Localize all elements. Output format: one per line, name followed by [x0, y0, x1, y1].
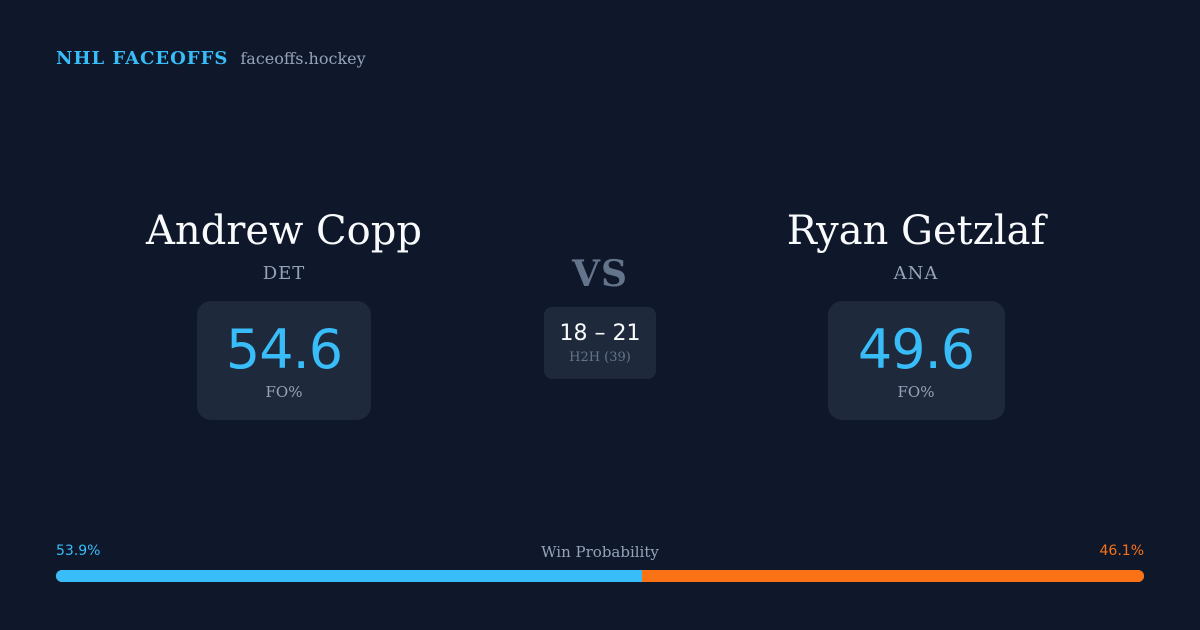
player-right-fo-label: FO% [897, 382, 935, 401]
brand-title: NHL FACEOFFS [56, 48, 229, 69]
player-left-team: DET [262, 263, 306, 284]
win-probability-right: 46.1% [1099, 543, 1144, 559]
brand-domain: faceoffs.hockey [240, 49, 366, 68]
win-probability-left: 53.9% [56, 543, 101, 559]
player-right-team: ANA [893, 263, 939, 284]
win-probability-bar [56, 570, 1144, 582]
vs-label: VS [572, 253, 628, 295]
brand: NHL FACEOFFS faceoffs.hockey [56, 48, 366, 69]
player-left-name: Andrew Copp [146, 208, 422, 254]
win-probability-bar-left [56, 570, 643, 582]
h2h-card: 18 – 21 H2H (39) [544, 307, 656, 379]
win-probability-title: Win Probability [541, 543, 659, 561]
player-right-stat-card: 49.6 FO% [827, 301, 1005, 420]
player-left: Andrew Copp DET 54.6 FO% [84, 205, 484, 420]
h2h-label: H2H (39) [569, 350, 631, 365]
h2h-score: 18 – 21 [559, 321, 641, 346]
player-right: Ryan Getzlaf ANA 49.6 FO% [716, 205, 1116, 420]
player-left-stat-card: 54.6 FO% [197, 301, 371, 420]
player-right-fo-value: 49.6 [857, 317, 975, 381]
win-probability-labels: 53.9% Win Probability 46.1% [56, 543, 1144, 563]
win-probability-bar-right [642, 570, 1144, 582]
player-left-fo-label: FO% [265, 382, 303, 401]
player-left-fo-value: 54.6 [225, 317, 343, 381]
player-right-name: Ryan Getzlaf [786, 208, 1046, 254]
